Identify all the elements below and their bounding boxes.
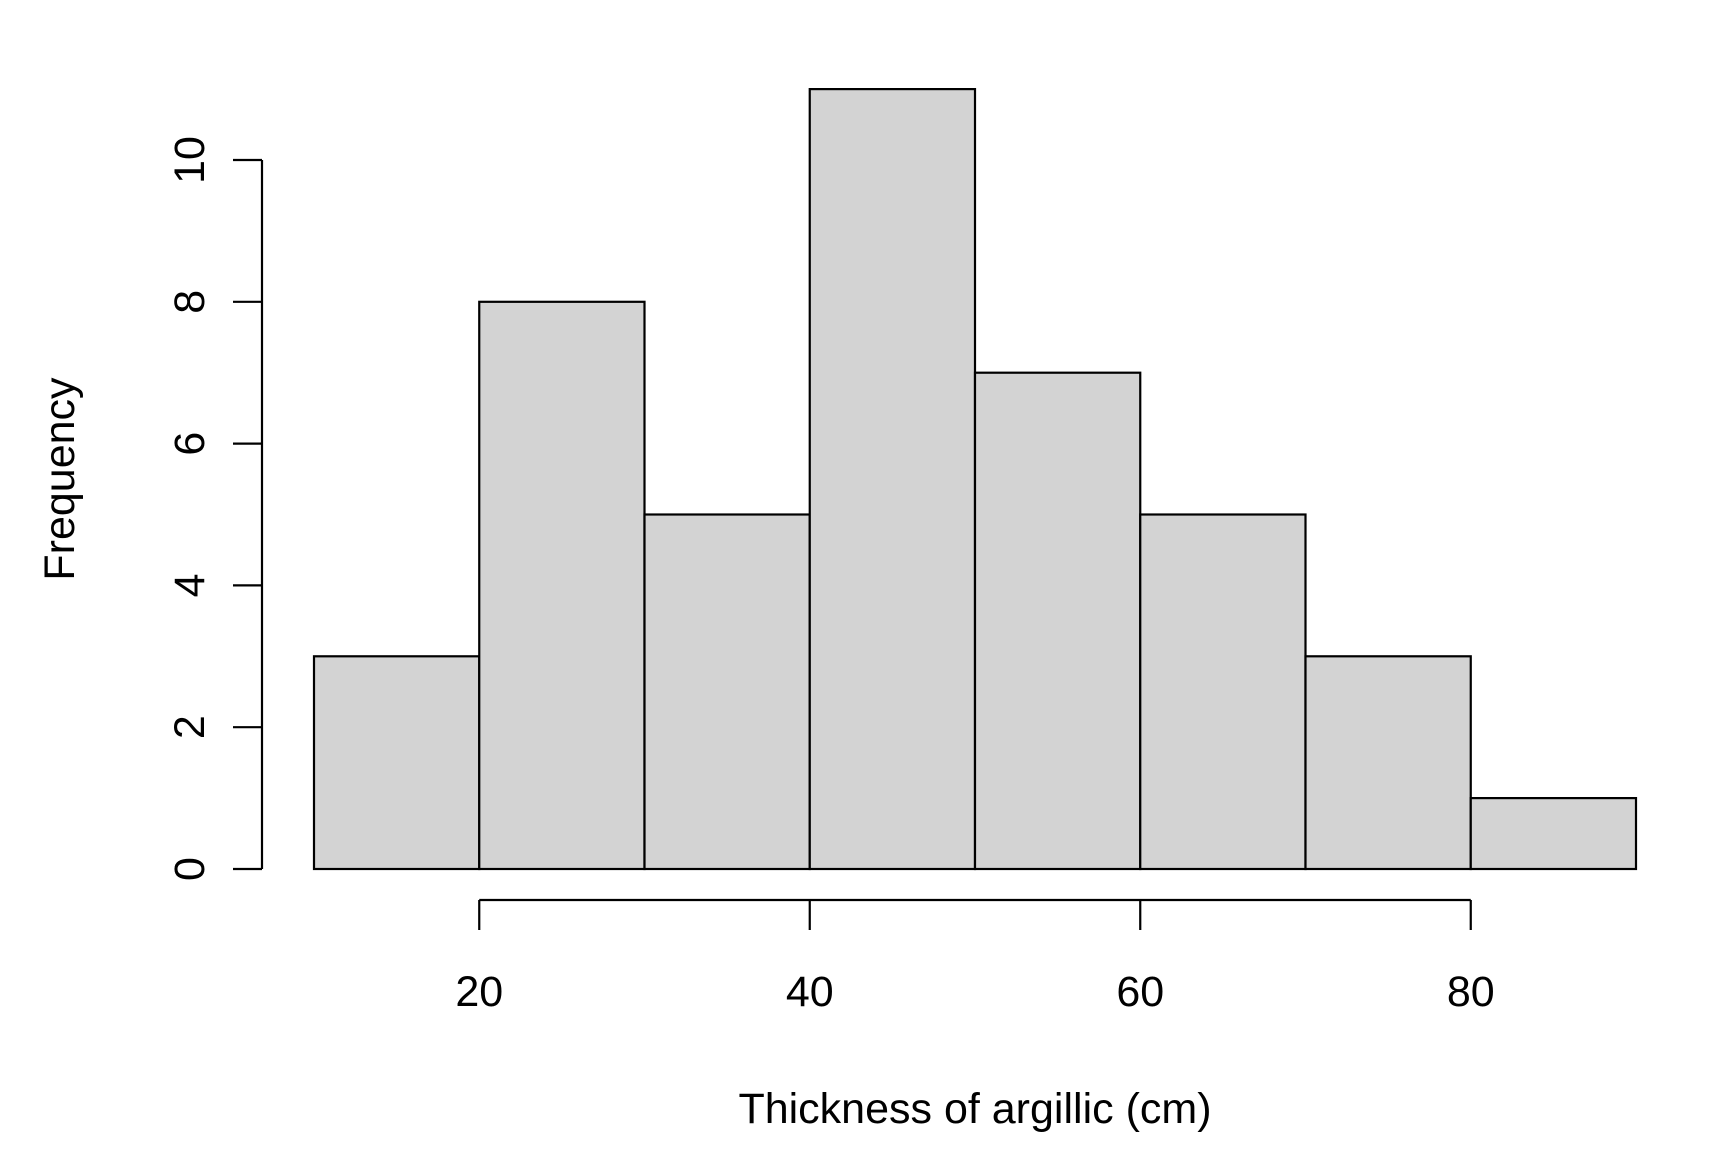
histogram-bar-20-30	[478, 300, 646, 871]
y-tick-label-0: 0	[166, 857, 214, 881]
histogram-bar-30-40	[643, 513, 811, 871]
y-tick-label-10: 10	[166, 136, 214, 184]
y-axis: 0 2 4 6 8 10	[166, 136, 264, 881]
histogram-bar-80-90	[1469, 796, 1638, 871]
y-tick-label-4: 4	[166, 573, 214, 597]
histogram-bar-70-80	[1304, 655, 1472, 871]
x-axis: 20 40 60 80	[455, 898, 1495, 1016]
y-tick-label-6: 6	[166, 432, 214, 456]
x-axis-label: Thickness of argillic (cm)	[738, 1085, 1211, 1133]
y-axis-label: Frequency	[36, 377, 84, 581]
bars-group	[312, 87, 1638, 871]
histogram-bar-40-50	[808, 87, 977, 871]
histogram-bar-10-20	[312, 655, 481, 871]
x-tick-label-80: 80	[1447, 968, 1495, 1016]
x-tick-label-40: 40	[786, 968, 834, 1016]
x-tick-label-60: 60	[1116, 968, 1164, 1016]
x-tick-label-20: 20	[455, 968, 503, 1016]
histogram-bar-60-70	[1139, 513, 1307, 871]
y-tick-label-2: 2	[166, 715, 214, 739]
y-tick-label-8: 8	[166, 290, 214, 314]
histogram-bar-50-60	[973, 371, 1142, 871]
